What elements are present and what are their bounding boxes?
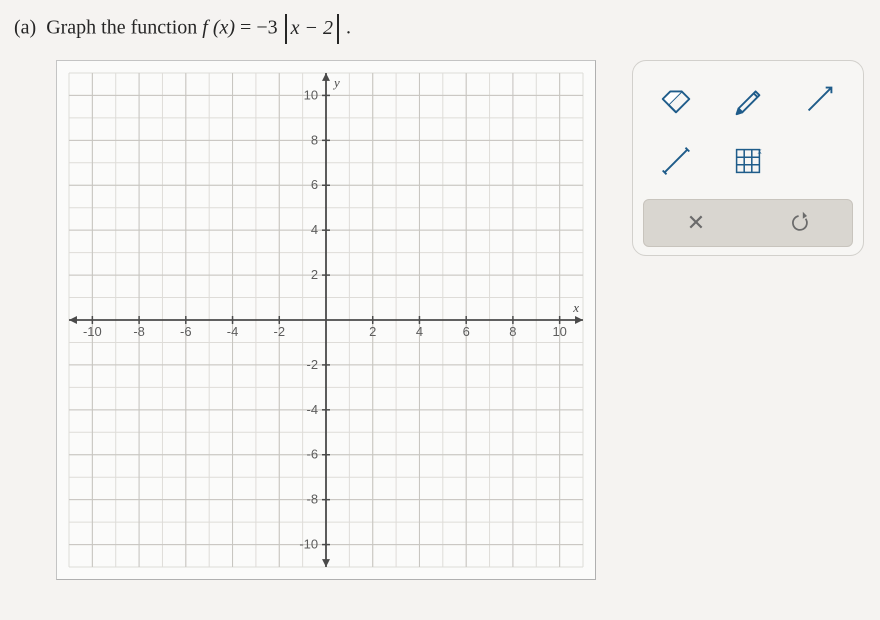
svg-text:4: 4 [416,324,423,339]
question-text: (a) Graph the function f (x) = −3 x − 2 … [0,0,880,44]
svg-text:2: 2 [369,324,376,339]
tool-grid: x [643,71,853,189]
tool-panel: x ✕ [632,60,864,256]
reset-button[interactable] [780,203,820,243]
pencil-tool[interactable] [715,71,781,127]
equals: = [235,17,256,39]
svg-text:-6: -6 [307,447,319,462]
svg-text:6: 6 [311,177,318,192]
action-bar: ✕ [643,199,853,247]
ray-tool[interactable] [787,71,853,127]
empty-tool-slot [787,133,853,189]
reset-icon [786,209,814,237]
svg-text:10: 10 [552,324,566,339]
eraser-icon [657,80,695,118]
coordinate-plane[interactable]: -10 -8 -6 -4 -2 2 4 6 8 10 -10 -8 -6 -4 -2 2 4 6 8 10 x y [57,61,595,579]
svg-text:y: y [332,75,340,90]
eraser-tool[interactable] [643,71,709,127]
graph-canvas[interactable]: -10 -8 -6 -4 -2 2 4 6 8 10 -10 -8 -6 -4 -2 2 4 6 8 10 x y [56,60,596,580]
pencil-icon [729,80,767,118]
svg-text:-2: -2 [307,357,319,372]
svg-text:4: 4 [311,222,318,237]
grid-zoom-icon: x [729,142,767,180]
svg-text:-10: -10 [83,324,102,339]
svg-text:6: 6 [463,324,470,339]
grid-zoom-tool[interactable]: x [715,133,781,189]
svg-text:-4: -4 [227,324,239,339]
svg-text:-8: -8 [307,492,319,507]
svg-text:-2: -2 [274,324,286,339]
svg-text:8: 8 [311,132,318,147]
svg-text:x: x [572,300,579,315]
svg-text:2: 2 [311,267,318,282]
close-icon: ✕ [687,210,705,236]
abs-inner: x − 2 [289,14,335,44]
period: . [341,17,351,39]
svg-text:x: x [758,145,763,155]
svg-text:10: 10 [304,87,318,102]
svg-text:-8: -8 [133,324,145,339]
coefficient: −3 [256,17,282,39]
function-lhs: f (x) [202,17,235,39]
clear-button[interactable]: ✕ [676,203,716,243]
svg-text:-6: -6 [180,324,192,339]
part-label: (a) [14,17,36,39]
svg-text:-4: -4 [307,402,319,417]
segment-tool[interactable] [643,133,709,189]
svg-text:-10: -10 [299,537,318,552]
prompt-prefix: Graph the function [46,17,197,39]
absolute-value: x − 2 [283,14,341,44]
ray-icon [801,80,839,118]
svg-text:8: 8 [509,324,516,339]
segment-icon [657,142,695,180]
